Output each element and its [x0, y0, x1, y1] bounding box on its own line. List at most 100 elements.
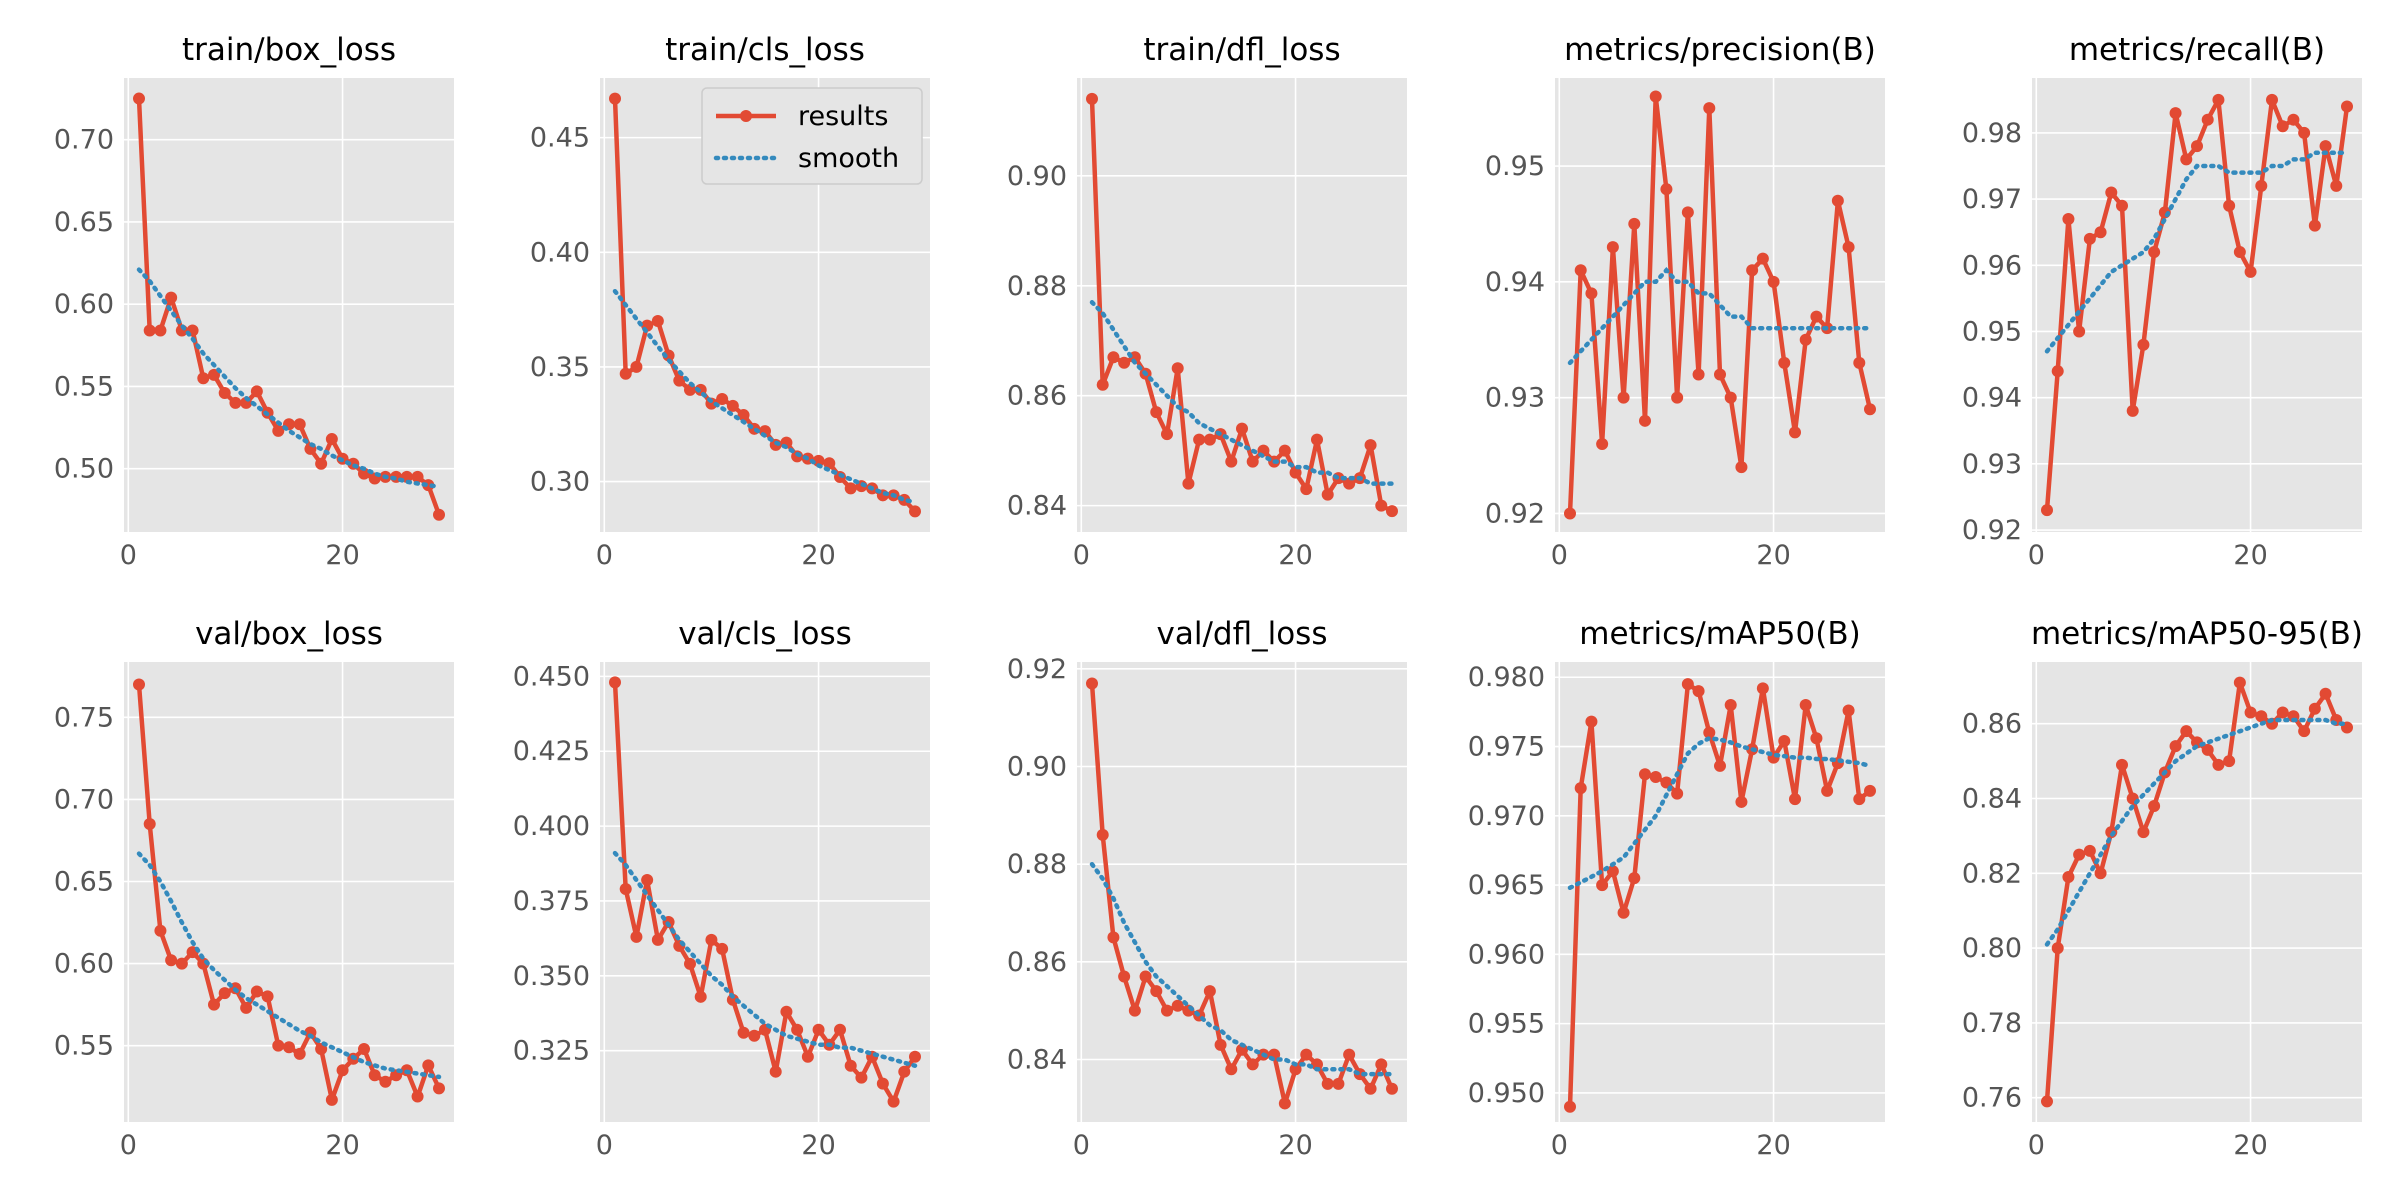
results-point	[2116, 758, 2128, 771]
results-point	[2148, 799, 2161, 812]
y-tick-label: 0.70	[54, 784, 114, 815]
results-point	[1649, 90, 1662, 103]
results-point	[1681, 678, 1694, 691]
results-point	[726, 993, 739, 1006]
results-point	[748, 1029, 761, 1042]
results-point	[1671, 787, 1684, 800]
smooth-line	[2044, 150, 2350, 354]
results-point	[1321, 488, 1334, 501]
smooth-line	[136, 267, 442, 490]
results-point	[1799, 333, 1812, 346]
subplot-title: val/dfl_loss	[1157, 616, 1328, 652]
results-point	[1150, 406, 1163, 419]
results-point	[684, 957, 696, 970]
results-point	[2051, 942, 2064, 955]
results-point	[1789, 793, 1801, 806]
results-point	[812, 454, 825, 467]
subplot-title: train/cls_loss	[665, 32, 865, 68]
results-point	[855, 1071, 868, 1084]
results-point	[812, 1023, 825, 1036]
results-point	[1278, 444, 1291, 457]
x-tick-label: 20	[1278, 1130, 1312, 1161]
results-point	[834, 1023, 846, 1036]
smooth-line	[1567, 735, 1873, 891]
y-tick-label: 0.70	[54, 125, 114, 156]
results-point	[2051, 365, 2064, 378]
results-point	[2341, 100, 2353, 113]
results-point	[133, 92, 145, 105]
results-point	[662, 349, 675, 362]
results-point	[1171, 999, 1184, 1012]
results-point	[1300, 483, 1313, 496]
y-tick-label: 0.950	[1468, 1078, 1545, 1109]
results-point	[716, 942, 729, 955]
results-point	[154, 324, 167, 337]
results-point	[2041, 504, 2053, 517]
smooth-line	[1089, 861, 1395, 1077]
results-point	[2083, 844, 2096, 857]
y-tick-label: 0.60	[54, 289, 114, 320]
results-point	[2201, 743, 2214, 756]
y-tick-label: 0.80	[1962, 933, 2022, 964]
results-point	[1246, 1058, 1259, 1071]
results-point	[619, 367, 632, 380]
y-tick-label: 0.96	[1962, 250, 2022, 281]
results-point	[1574, 264, 1587, 277]
results-point	[1628, 872, 1641, 885]
y-tick-label: 0.30	[530, 467, 590, 498]
subplot-1: 0 20 0.50 0.55 0.60 0.65 0.70 train/box_loss	[54, 32, 454, 571]
results-point	[1606, 241, 1619, 254]
results-point	[368, 1069, 381, 1082]
results-point	[1821, 784, 1834, 797]
results-point	[651, 933, 664, 946]
results-point	[2255, 710, 2268, 723]
results-point	[1364, 439, 1377, 452]
results-point	[1564, 507, 1576, 520]
y-tick-label: 0.45	[530, 123, 590, 154]
y-tick-label: 0.980	[1468, 662, 1545, 693]
results-point	[336, 1064, 349, 1077]
results-point	[293, 1047, 306, 1060]
results-point	[2169, 740, 2182, 753]
legend-results-marker	[740, 110, 752, 122]
results-point	[2276, 120, 2289, 133]
x-tick-label: 20	[2233, 540, 2267, 571]
results-point	[1139, 970, 1152, 983]
results-point	[2330, 179, 2343, 192]
y-tick-label: 0.400	[513, 811, 590, 842]
results-point	[1853, 793, 1866, 806]
results-point	[143, 818, 156, 831]
results-point	[208, 368, 220, 381]
results-point	[1799, 698, 1812, 711]
results-point	[1735, 461, 1748, 474]
results-point	[1564, 1100, 1576, 1113]
results-point	[1150, 985, 1163, 998]
results-point	[1161, 1004, 1173, 1017]
results-point	[358, 467, 370, 480]
plot-area	[1555, 78, 1885, 532]
x-tick-label: 20	[1756, 540, 1790, 571]
results-point	[651, 315, 664, 328]
results-point	[1660, 183, 1673, 196]
plot-area	[2032, 662, 2362, 1122]
results-point	[358, 1042, 370, 1055]
results-point	[165, 291, 178, 304]
results-point	[379, 1075, 392, 1088]
results-point	[1225, 455, 1238, 468]
results-point	[694, 990, 707, 1003]
y-tick-label: 0.65	[54, 207, 114, 238]
results-point	[1214, 1038, 1227, 1051]
plot-area	[1077, 78, 1407, 532]
x-tick-label: 20	[325, 540, 359, 571]
y-tick-label: 0.55	[54, 371, 114, 402]
x-tick-label: 0	[596, 540, 613, 571]
results-point	[1585, 287, 1598, 300]
results-point	[433, 1082, 445, 1095]
results-point	[1278, 1097, 1291, 1110]
results-point	[2276, 706, 2289, 719]
results-point	[315, 457, 328, 470]
results-point	[2062, 871, 2075, 884]
results-point	[1692, 685, 1705, 698]
results-point	[1171, 362, 1184, 375]
results-point	[1236, 422, 1248, 435]
